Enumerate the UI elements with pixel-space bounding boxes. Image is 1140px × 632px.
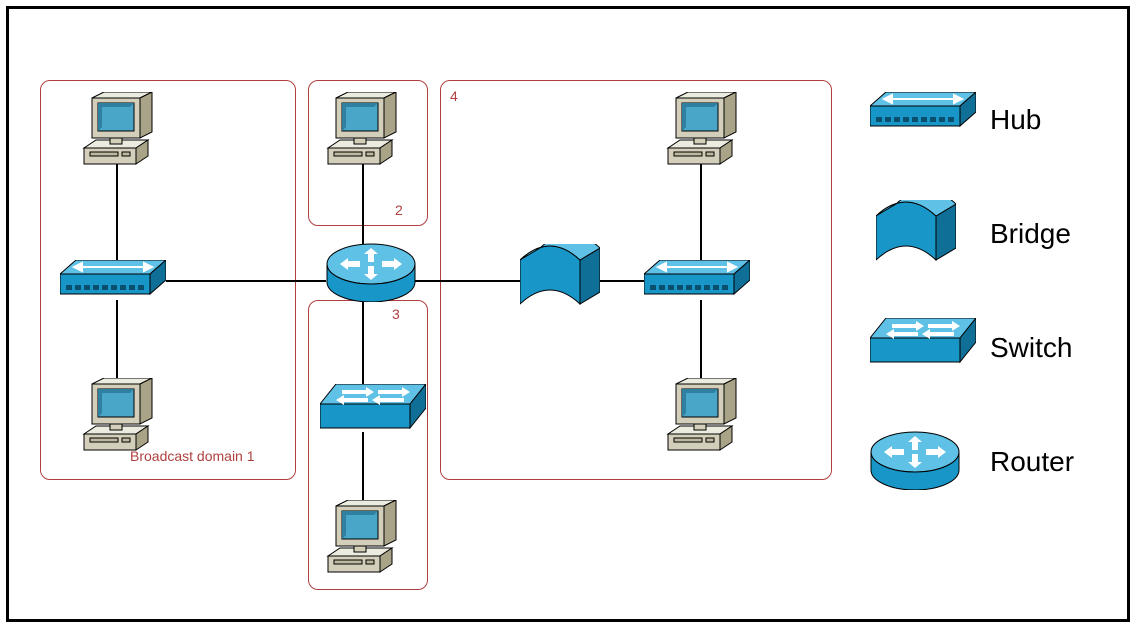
pc-icon [664,92,744,175]
link [116,164,118,264]
legend-router-label: Router [990,446,1074,478]
domain-3-label: 3 [392,306,400,322]
legend-switch-label: Switch [990,332,1072,364]
switch-icon [320,384,426,445]
link [400,280,520,282]
router-icon [326,242,416,307]
pc-icon [664,378,744,461]
hub-icon [644,260,750,313]
link [362,302,364,388]
link [362,164,364,244]
pc-icon [324,500,404,583]
link [700,164,702,264]
domain-2-label: 2 [395,202,403,218]
legend-hub-icon [870,92,976,145]
legend-switch-icon [870,318,976,379]
legend-router-icon [870,430,960,495]
hub-icon [60,260,166,313]
legend-bridge-icon [876,200,956,275]
link [166,280,326,282]
legend-bridge-label: Bridge [990,218,1071,250]
pc-icon [80,92,160,175]
pc-icon [324,92,404,175]
bridge-icon [520,244,600,319]
legend-hub-label: Hub [990,104,1041,136]
domain-4-label: 4 [450,88,458,104]
pc-icon [80,378,160,461]
